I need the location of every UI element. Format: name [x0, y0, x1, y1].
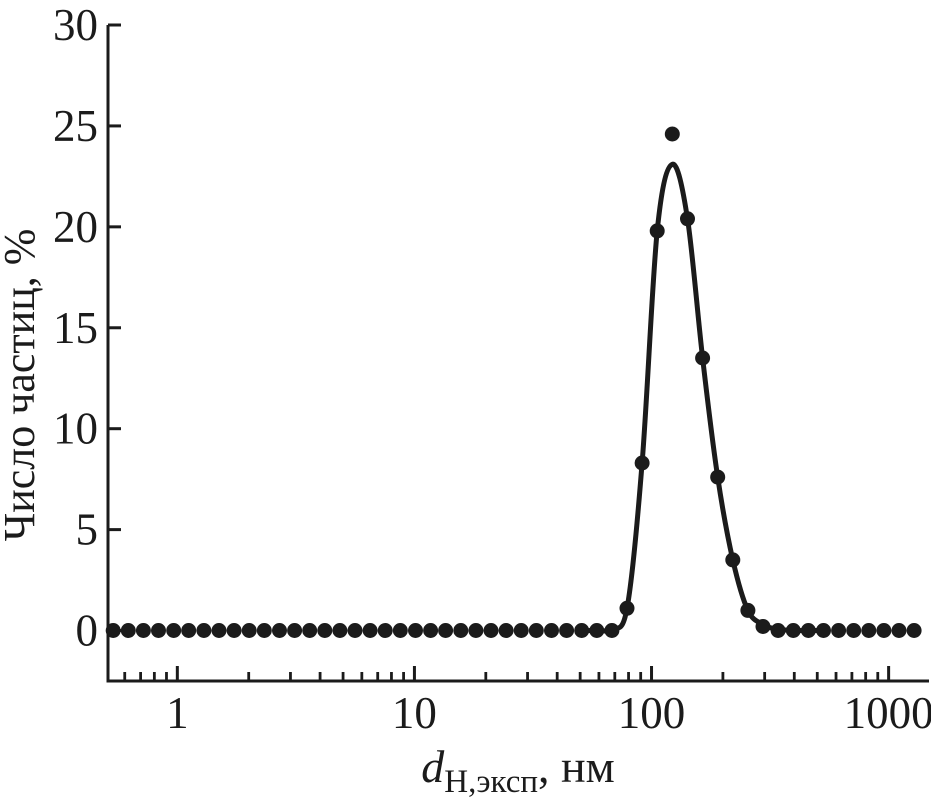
data-point	[302, 623, 318, 638]
x-axis-label: dН,эксп, нм	[421, 741, 615, 800]
data-point	[800, 623, 816, 638]
data-point	[483, 623, 499, 638]
y-tick-label: 25	[53, 101, 98, 151]
data-point	[574, 623, 590, 638]
data-point	[861, 623, 877, 638]
data-point	[347, 623, 363, 638]
data-point	[528, 623, 544, 638]
data-point	[664, 126, 680, 142]
y-tick-label: 15	[53, 303, 98, 353]
data-point	[196, 623, 212, 638]
data-point	[468, 623, 484, 638]
data-points-layer	[105, 126, 922, 638]
y-tick-label: 20	[53, 202, 98, 252]
data-point	[846, 623, 862, 638]
data-point	[438, 623, 454, 638]
data-point	[226, 623, 242, 638]
data-point	[181, 623, 197, 638]
data-point	[392, 623, 408, 638]
data-point	[831, 623, 847, 638]
data-point	[211, 623, 227, 638]
data-point	[876, 623, 892, 638]
x-tick-label: 1	[166, 688, 189, 738]
data-point	[710, 469, 726, 485]
data-point	[332, 623, 348, 638]
data-point	[695, 350, 711, 366]
axes	[106, 25, 929, 683]
x-tick-label: 100	[618, 688, 686, 738]
data-point	[135, 623, 151, 638]
data-point	[604, 623, 620, 638]
y-tick-label: 30	[53, 0, 98, 50]
data-point	[287, 623, 303, 638]
data-point	[755, 619, 771, 634]
data-point	[498, 623, 514, 638]
data-point	[408, 623, 423, 638]
data-point	[770, 623, 786, 638]
fit-curve	[581, 161, 824, 634]
data-point	[816, 623, 831, 638]
data-point	[272, 623, 287, 638]
data-point	[241, 623, 257, 638]
data-point	[619, 600, 635, 616]
data-point	[362, 623, 378, 638]
y-tick-label: 0	[76, 606, 99, 656]
data-point	[513, 623, 529, 638]
data-point	[891, 623, 907, 638]
data-point	[423, 623, 439, 638]
data-point	[589, 623, 605, 638]
data-point	[317, 623, 333, 638]
data-point	[680, 211, 695, 227]
x-axis-tick-labels: 1 10 100 1000	[166, 688, 931, 738]
x-tick-label: 10	[392, 688, 437, 738]
data-point	[544, 623, 559, 638]
y-axis-label: Число частиц, %	[0, 229, 44, 542]
y-axis-ticks	[108, 23, 121, 633]
data-point	[785, 623, 801, 638]
data-point	[649, 223, 665, 239]
y-tick-label: 10	[53, 404, 98, 454]
fit-curve-layer	[581, 161, 824, 634]
data-point	[256, 623, 272, 638]
y-tick-label: 5	[76, 505, 99, 555]
x-axis-ticks	[123, 666, 891, 681]
data-point	[740, 602, 756, 618]
data-point	[151, 623, 166, 638]
y-axis-tick-labels: 0 5 10 15 20 25 30	[53, 0, 98, 656]
data-point	[105, 623, 121, 638]
data-point	[120, 623, 136, 638]
data-point	[634, 455, 650, 471]
data-point	[725, 552, 741, 568]
data-point	[906, 623, 922, 638]
data-point	[559, 623, 575, 638]
data-point	[453, 623, 469, 638]
data-point	[166, 623, 182, 638]
x-tick-label: 1000	[844, 688, 931, 738]
data-point	[377, 623, 393, 638]
x-axis-label-text: dН,эксп, нм	[421, 741, 615, 800]
